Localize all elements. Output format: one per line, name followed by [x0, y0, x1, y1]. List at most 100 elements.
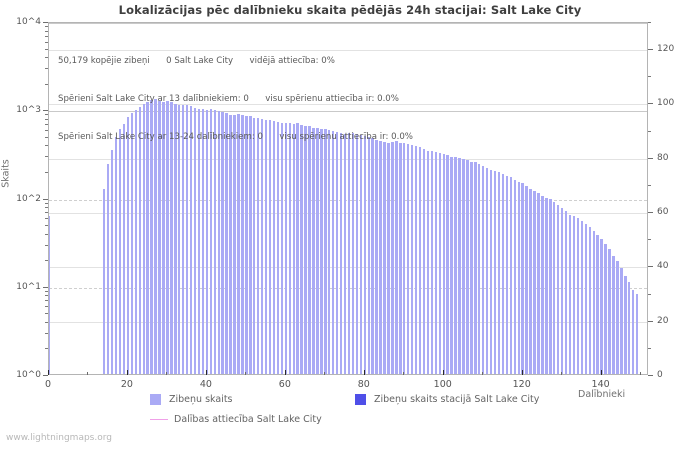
bar	[284, 123, 288, 374]
bar	[513, 179, 516, 374]
y-tick-label-right: 0	[657, 370, 663, 380]
bar	[213, 110, 216, 374]
annotation-line-3: Spērieni Salt Lake City ar 13-24 dalībni…	[58, 131, 413, 142]
legend-label-total: Zibeņu skaits	[169, 394, 233, 405]
bar	[181, 104, 185, 374]
bar	[300, 124, 303, 374]
y-tickmark-left-minor	[45, 321, 48, 323]
bar	[403, 143, 406, 374]
y-tick-label-right: 100	[657, 98, 675, 109]
bar	[628, 282, 631, 374]
bar	[509, 177, 513, 374]
x-tick-label: 40	[199, 379, 212, 390]
bar	[260, 118, 264, 374]
annotation-line-1: 50,179 kopējie zibeņi 0 Salt Lake City v…	[58, 56, 335, 67]
y-tickmark-left-minor	[45, 233, 48, 235]
gridline	[49, 111, 647, 113]
y-tickmark-left-minor	[45, 30, 48, 32]
y-tickmark-left	[43, 286, 48, 288]
bar	[359, 135, 363, 374]
x-tickmark	[521, 370, 523, 375]
x-tick-label: 0	[44, 379, 52, 390]
legend-label-ratio: Dalības attiecība Salt Lake City	[174, 414, 322, 425]
watermark: www.lightningmaps.org	[6, 433, 112, 443]
x-axis-label: Dalībnieki	[578, 389, 626, 400]
bar	[541, 195, 544, 374]
y-tickmark-left	[43, 198, 48, 200]
bar	[560, 208, 564, 374]
y-tick-label-right: 80	[657, 152, 669, 163]
y-tickmark-right	[648, 157, 653, 159]
y-tickmark-right	[648, 103, 653, 105]
bar	[406, 144, 410, 374]
bar	[320, 128, 323, 374]
x-tick-label: 80	[357, 379, 370, 390]
bar	[596, 234, 599, 374]
bar	[189, 106, 193, 374]
bar	[312, 127, 315, 374]
y-tickmark-left-minor	[45, 313, 48, 315]
legend-item-total[interactable]: Zibeņu skaits	[150, 394, 233, 405]
y-tickmark-right	[648, 266, 653, 268]
bar	[418, 147, 422, 374]
y-tickmark-left-minor	[45, 332, 48, 334]
y-tickmark-left-minor	[45, 207, 48, 209]
bar	[245, 115, 248, 374]
bar	[343, 133, 347, 374]
bar	[272, 120, 276, 374]
y-tick-label-left: 10^1	[16, 281, 41, 292]
bar	[478, 163, 481, 374]
x-tickmark	[48, 370, 49, 375]
y-tickmark-left-minor	[45, 290, 48, 292]
y-tickmark-right	[648, 375, 653, 376]
bar	[379, 140, 382, 374]
bar	[292, 124, 295, 374]
y-tickmark-left-minor	[45, 48, 48, 50]
bar	[296, 123, 299, 374]
bar	[454, 157, 457, 374]
y-tick-label-left: 10^2	[16, 193, 41, 204]
y-tickmark-right-minor	[648, 239, 651, 241]
bar	[474, 162, 477, 374]
bar	[537, 193, 540, 374]
bar	[237, 114, 240, 374]
x-tickmark-minor	[403, 372, 405, 375]
y-tickmark-left-minor	[45, 57, 48, 59]
bar	[205, 109, 209, 374]
bar	[138, 107, 141, 374]
bar	[525, 186, 528, 374]
bar	[158, 101, 161, 374]
bar	[410, 145, 414, 374]
bar	[564, 211, 568, 374]
y-tickmark-left-minor	[45, 35, 48, 37]
y-tickmark-left	[43, 22, 48, 23]
y-tick-label-right: 20	[657, 315, 669, 326]
x-tickmark-minor	[166, 372, 168, 375]
bar	[126, 116, 130, 374]
bar	[600, 238, 603, 374]
bar	[225, 113, 228, 374]
bar	[549, 199, 552, 374]
bar	[458, 158, 461, 374]
legend-item-station[interactable]: Zibeņu skaits stacijā Salt Lake City	[355, 394, 539, 405]
y-tick-label-right: 120	[657, 44, 675, 55]
y-tickmark-left-minor	[45, 300, 48, 302]
bar	[481, 165, 485, 374]
bar	[395, 140, 398, 374]
bar	[533, 190, 536, 374]
bar	[497, 171, 501, 374]
legend-item-ratio[interactable]: Dalības attiecība Salt Lake City	[150, 414, 322, 425]
bar	[572, 215, 576, 374]
bar	[422, 148, 426, 374]
bar	[122, 124, 126, 374]
bar	[49, 215, 51, 374]
bar	[588, 227, 591, 374]
bar	[347, 132, 351, 374]
bar	[308, 126, 311, 374]
bar	[466, 160, 469, 374]
bar	[316, 128, 319, 374]
y-tickmark-right-minor	[648, 293, 651, 295]
bar	[608, 249, 611, 374]
bar	[335, 132, 339, 374]
y-tickmark-left-minor	[45, 68, 48, 70]
